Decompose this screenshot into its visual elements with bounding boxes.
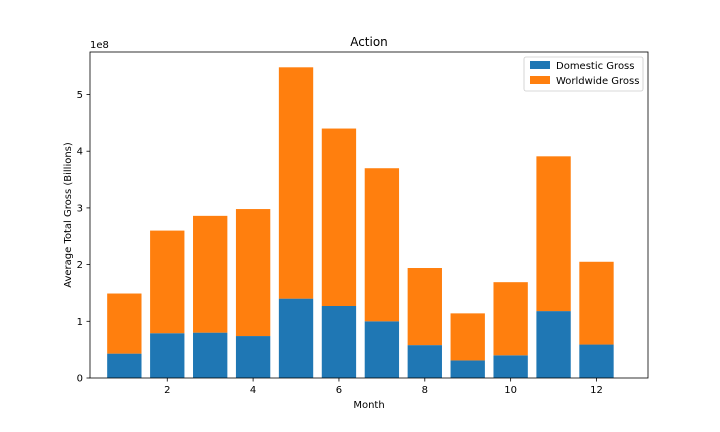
- y-tick-label: 0: [77, 374, 83, 385]
- bar-worldwide-month-5: [278, 67, 314, 299]
- bar-worldwide-month-4: [235, 209, 271, 337]
- bar-worldwide-month-11: [536, 156, 571, 312]
- chart-title: Action: [350, 35, 388, 49]
- bar-worldwide-month-8: [407, 268, 442, 346]
- x-tick-label: 6: [336, 385, 342, 396]
- bar-worldwide-month-9: [450, 313, 485, 361]
- x-tick-label: 4: [250, 385, 256, 396]
- y-tick-label: 3: [77, 203, 83, 214]
- bar-domestic-month-12: [579, 344, 614, 378]
- x-tick-label: 10: [504, 385, 517, 396]
- bar-worldwide-month-3: [193, 215, 228, 333]
- bar-domestic-month-8: [407, 345, 442, 378]
- y-axis-label: Average Total Gross (Billions): [63, 142, 74, 288]
- bar-worldwide-month-12: [579, 261, 614, 345]
- legend: Domestic Gross Worldwide Gross: [523, 56, 644, 92]
- bar-worldwide-month-7: [364, 168, 400, 322]
- y-tick-label: 5: [77, 90, 83, 101]
- bar-domestic-month-5: [278, 298, 314, 378]
- x-axis-label: Month: [353, 400, 384, 411]
- bar-domestic-month-7: [364, 321, 400, 378]
- bar-worldwide-month-1: [107, 293, 142, 354]
- plot-frame: [89, 51, 649, 379]
- x-axis: 2 4 6 8 10 12: [164, 378, 603, 396]
- bar-worldwide-month-10: [493, 282, 528, 356]
- y-axis: 0 1 2 3 4 5: [77, 90, 90, 385]
- bar-domestic-month-10: [493, 355, 528, 378]
- legend-label-domestic: Domestic Gross: [556, 61, 634, 72]
- bar-domestic-month-6: [321, 306, 357, 378]
- bar-domestic-month-3: [193, 332, 228, 378]
- bar-domestic-month-4: [235, 336, 271, 378]
- bar-domestic-month-2: [150, 333, 185, 378]
- bar-domestic-month-1: [107, 353, 142, 378]
- legend-swatch-domestic: [530, 61, 550, 69]
- legend-label-worldwide: Worldwide Gross: [556, 76, 639, 87]
- x-tick-label: 12: [590, 385, 603, 396]
- x-tick-label: 2: [164, 385, 170, 396]
- x-tick-label: 8: [422, 385, 428, 396]
- bar-domestic-month-9: [450, 360, 485, 378]
- legend-box: [523, 56, 644, 92]
- bars-layer: [107, 67, 614, 378]
- bar-domestic-month-11: [536, 311, 571, 378]
- bar-worldwide-month-2: [150, 230, 185, 334]
- bar-worldwide-month-6: [321, 128, 357, 306]
- y-offset-label: 1e8: [90, 40, 109, 51]
- y-tick-label: 4: [77, 147, 83, 158]
- legend-swatch-worldwide: [530, 76, 550, 84]
- y-tick-label: 1: [77, 317, 83, 328]
- y-tick-label: 2: [77, 260, 83, 271]
